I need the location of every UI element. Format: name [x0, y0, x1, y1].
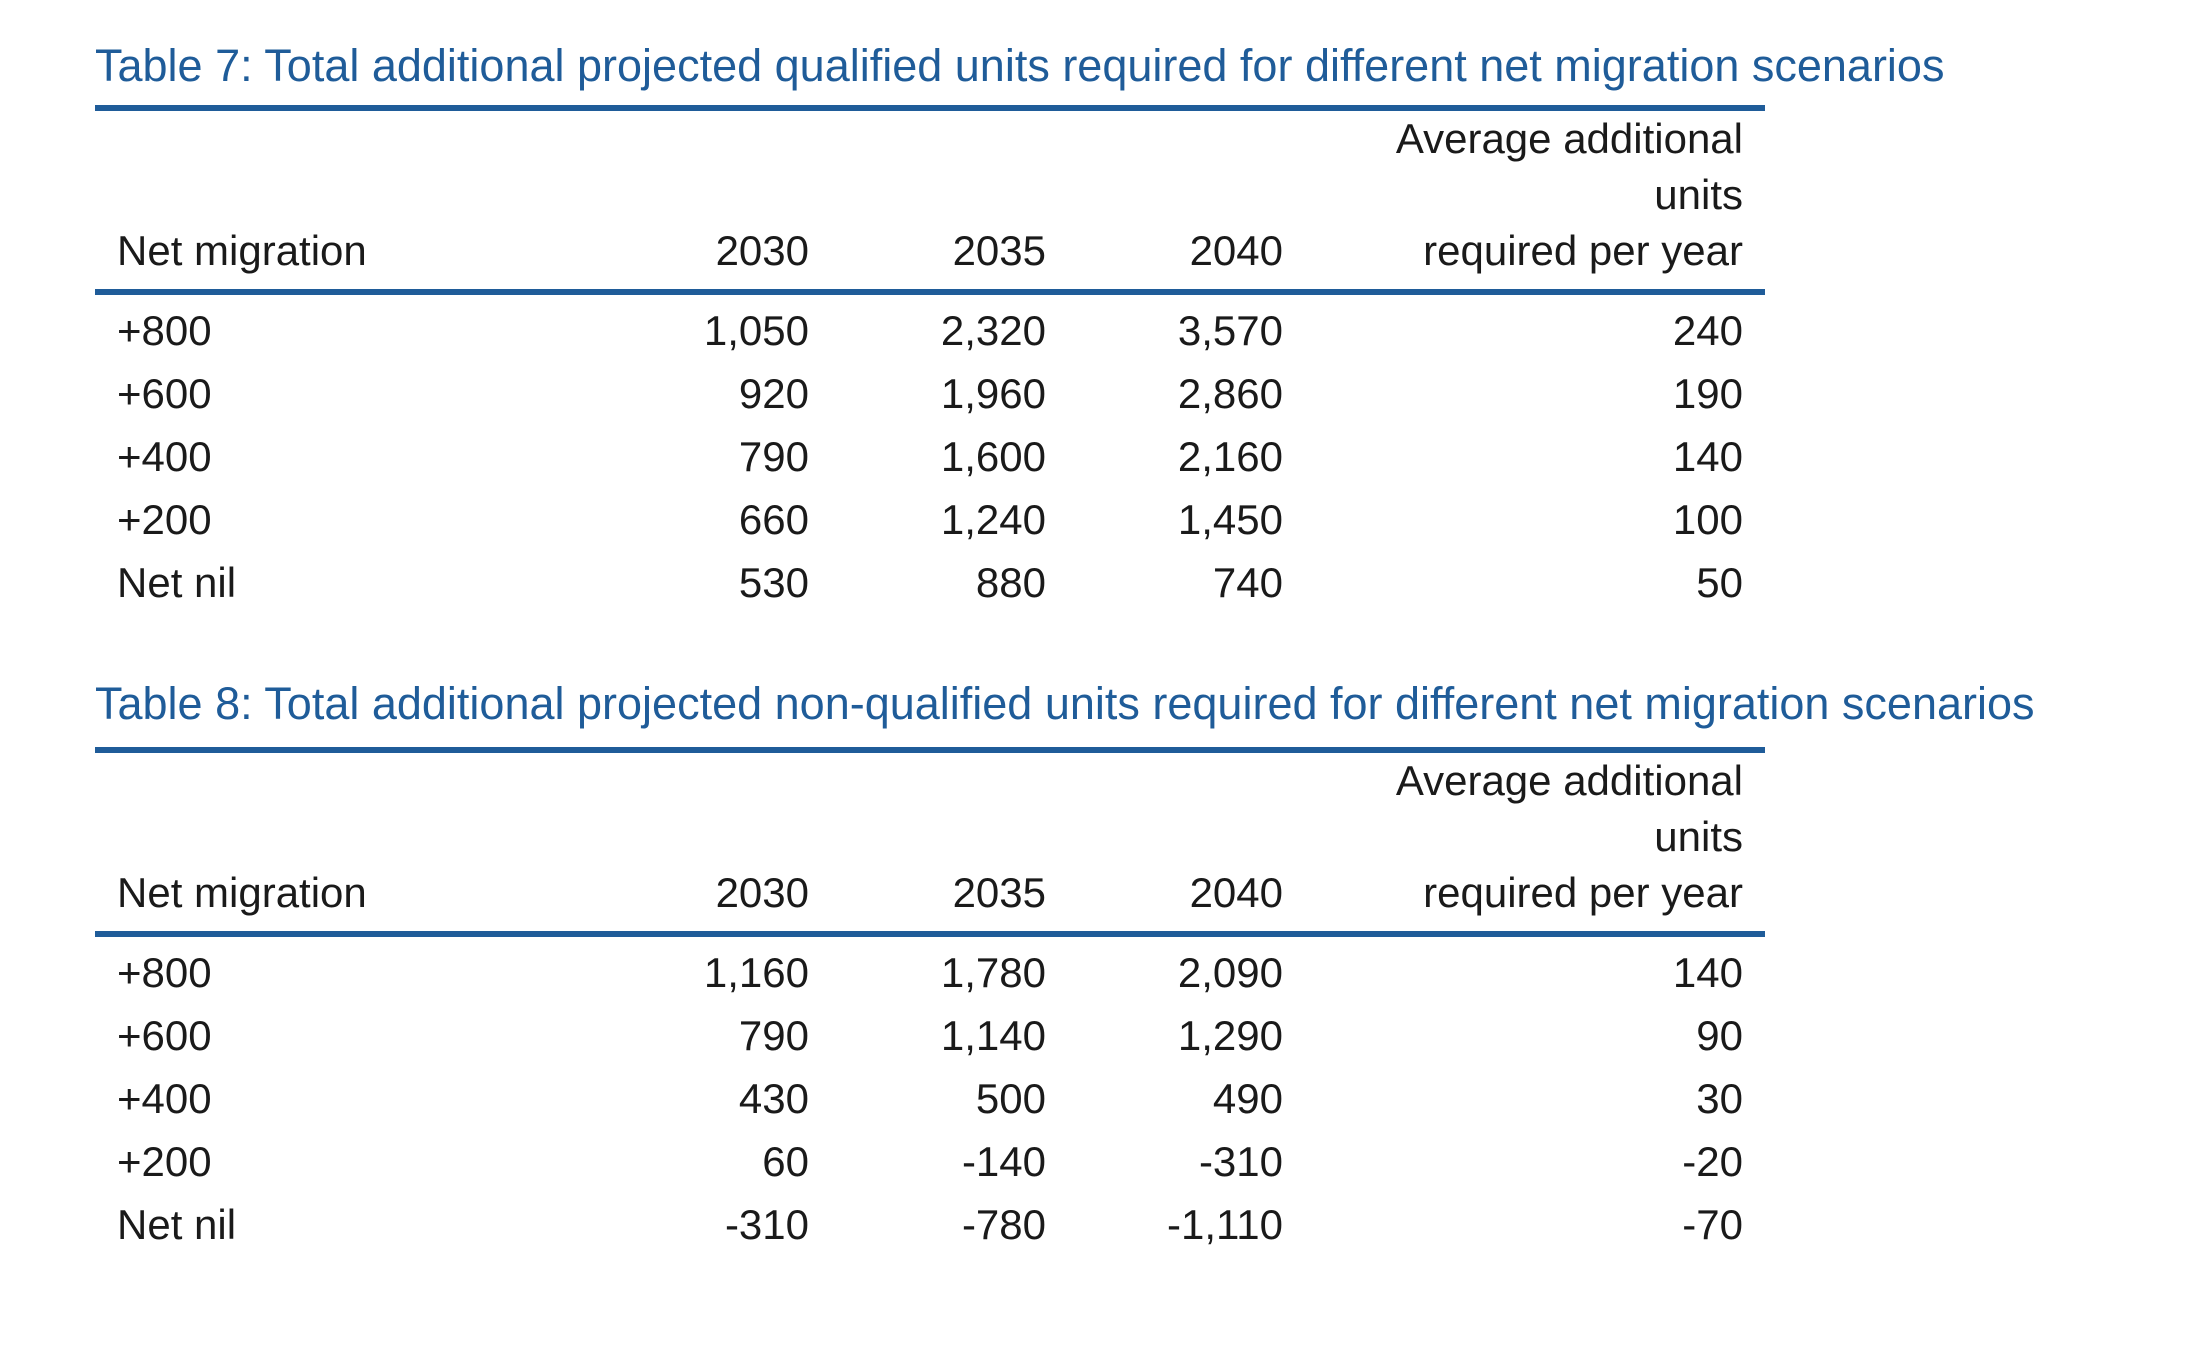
table-row: +400 430 500 490 30: [95, 1067, 1765, 1130]
cell-2030: 660: [738, 496, 809, 543]
row-label: +600: [117, 1012, 212, 1059]
cell-2030: 790: [738, 1012, 809, 1059]
cell-2030: 430: [738, 1075, 809, 1122]
cell-average: 90: [1696, 1012, 1743, 1059]
cell-2040: 2,160: [1177, 433, 1283, 480]
cell-2030: 1,050: [703, 307, 809, 354]
table-row: Net nil -310 -780 -1,110 -70: [95, 1193, 1765, 1256]
cell-2035: 500: [975, 1075, 1046, 1122]
table-7-header-row: Net migration 2030 2035 2040 Average add…: [95, 111, 1765, 295]
table-8-block: Table 8: Total additional projected non-…: [95, 668, 2035, 1256]
cell-average: 30: [1696, 1075, 1743, 1122]
table-row: +200 660 1,240 1,450 100: [95, 488, 1765, 551]
table-7-block: Table 7: Total additional projected qual…: [95, 30, 1944, 614]
row-label: Net nil: [117, 1201, 237, 1248]
row-label: +600: [117, 370, 212, 417]
cell-2035: 1,140: [940, 1012, 1046, 1059]
cell-2040: 3,570: [1177, 307, 1283, 354]
header-average-line1: Average additional units: [1395, 757, 1743, 860]
cell-2035: 2,320: [940, 307, 1046, 354]
cell-average: 190: [1672, 370, 1743, 417]
header-average: Average additional units required per yea…: [1305, 111, 1765, 295]
cell-2040: 740: [1212, 559, 1283, 606]
cell-2040: 1,450: [1177, 496, 1283, 543]
table-row: +600 920 1,960 2,860 190: [95, 362, 1765, 425]
cell-2035: -140: [961, 1138, 1046, 1185]
cell-2030: 530: [738, 559, 809, 606]
cell-average: 140: [1672, 949, 1743, 996]
cell-2040: 2,090: [1177, 949, 1283, 996]
cell-2035: 1,960: [940, 370, 1046, 417]
cell-2040: 1,290: [1177, 1012, 1283, 1059]
table-8-caption: Table 8: Total additional projected non-…: [95, 678, 2035, 729]
row-label: +800: [117, 307, 212, 354]
table-8-header-row: Net migration 2030 2035 2040 Average add…: [95, 753, 1765, 937]
cell-average: 50: [1696, 559, 1743, 606]
cell-average: 100: [1672, 496, 1743, 543]
table-row: +800 1,050 2,320 3,570 240: [95, 292, 1765, 362]
row-label: +200: [117, 496, 212, 543]
cell-2040: 2,860: [1177, 370, 1283, 417]
table-row: Net nil 530 880 740 50: [95, 551, 1765, 614]
cell-2035: -780: [961, 1201, 1046, 1248]
row-label: +800: [117, 949, 212, 996]
cell-2035: 1,600: [940, 433, 1046, 480]
header-2035: 2035: [831, 111, 1068, 295]
cell-average: 240: [1672, 307, 1743, 354]
table-8-top-rule: [95, 747, 1765, 753]
header-average-line1: Average additional units: [1395, 115, 1743, 218]
cell-2030: -310: [724, 1201, 809, 1248]
cell-2035: 1,240: [940, 496, 1046, 543]
table-row: +800 1,160 1,780 2,090 140: [95, 934, 1765, 1004]
cell-2030: 790: [738, 433, 809, 480]
header-2030: 2030: [525, 753, 831, 937]
table-7-top-rule: [95, 105, 1765, 111]
cell-average: -70: [1682, 1201, 1743, 1248]
table-row: +200 60 -140 -310 -20: [95, 1130, 1765, 1193]
cell-2035: 880: [975, 559, 1046, 606]
cell-2030: 920: [738, 370, 809, 417]
table-row: +600 790 1,140 1,290 90: [95, 1004, 1765, 1067]
row-label: +200: [117, 1138, 212, 1185]
header-2035: 2035: [831, 753, 1068, 937]
header-average-line2: required per year: [1423, 869, 1743, 916]
cell-2030: 1,160: [703, 949, 809, 996]
table-7: Net migration 2030 2035 2040 Average add…: [95, 111, 1765, 614]
header-2030: 2030: [525, 111, 831, 295]
header-net-migration: Net migration: [95, 753, 525, 937]
cell-2040: 490: [1212, 1075, 1283, 1122]
table-7-caption: Table 7: Total additional projected qual…: [95, 40, 1945, 91]
header-average-line2: required per year: [1423, 227, 1743, 274]
row-label: +400: [117, 1075, 212, 1122]
row-label: +400: [117, 433, 212, 480]
table-8: Net migration 2030 2035 2040 Average add…: [95, 753, 1765, 1256]
header-2040: 2040: [1068, 111, 1305, 295]
cell-average: -20: [1682, 1138, 1743, 1185]
row-label: Net nil: [117, 559, 237, 606]
cell-average: 140: [1672, 433, 1743, 480]
header-2040: 2040: [1068, 753, 1305, 937]
header-net-migration: Net migration: [95, 111, 525, 295]
table-row: +400 790 1,600 2,160 140: [95, 425, 1765, 488]
cell-2035: 1,780: [940, 949, 1046, 996]
cell-2040: -1,110: [1167, 1201, 1283, 1248]
cell-2030: 60: [762, 1138, 809, 1185]
header-average: Average additional units required per yea…: [1305, 753, 1765, 937]
cell-2040: -310: [1198, 1138, 1283, 1185]
